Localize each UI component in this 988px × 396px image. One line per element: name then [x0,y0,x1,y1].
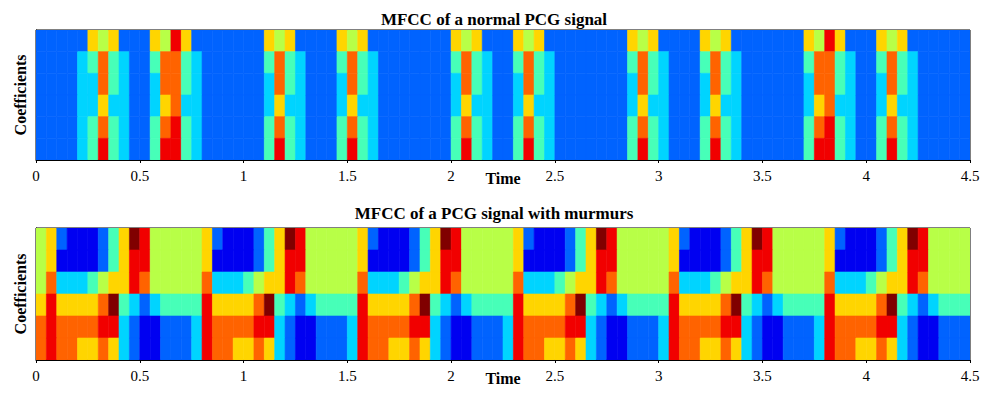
svg-text:3: 3 [655,168,663,184]
svg-text:MFCC of a normal PCG signal: MFCC of a normal PCG signal [381,10,607,29]
svg-text:2: 2 [447,368,455,384]
svg-text:0: 0 [32,168,40,184]
svg-text:4: 4 [862,368,870,384]
svg-text:4.5: 4.5 [961,368,980,384]
svg-text:1: 1 [240,168,248,184]
svg-text:2: 2 [447,168,455,184]
svg-text:Coefficients: Coefficients [12,254,29,335]
svg-text:MFCC of a PCG signal with murm: MFCC of a PCG signal with murmurs [355,204,634,223]
svg-text:3.5: 3.5 [753,168,772,184]
svg-text:1: 1 [240,368,248,384]
svg-text:2.5: 2.5 [546,168,565,184]
svg-text:2.5: 2.5 [546,368,565,384]
svg-text:1.5: 1.5 [338,168,357,184]
svg-text:0.5: 0.5 [130,168,149,184]
svg-text:0.5: 0.5 [130,368,149,384]
svg-text:0: 0 [32,368,40,384]
svg-text:3.5: 3.5 [753,368,772,384]
svg-text:4.5: 4.5 [961,168,980,184]
svg-text:Coefficients: Coefficients [12,55,29,136]
svg-text:1.5: 1.5 [338,368,357,384]
svg-text:Time: Time [485,370,520,387]
svg-text:Time: Time [485,170,520,187]
svg-text:4: 4 [862,168,870,184]
svg-text:3: 3 [655,368,663,384]
